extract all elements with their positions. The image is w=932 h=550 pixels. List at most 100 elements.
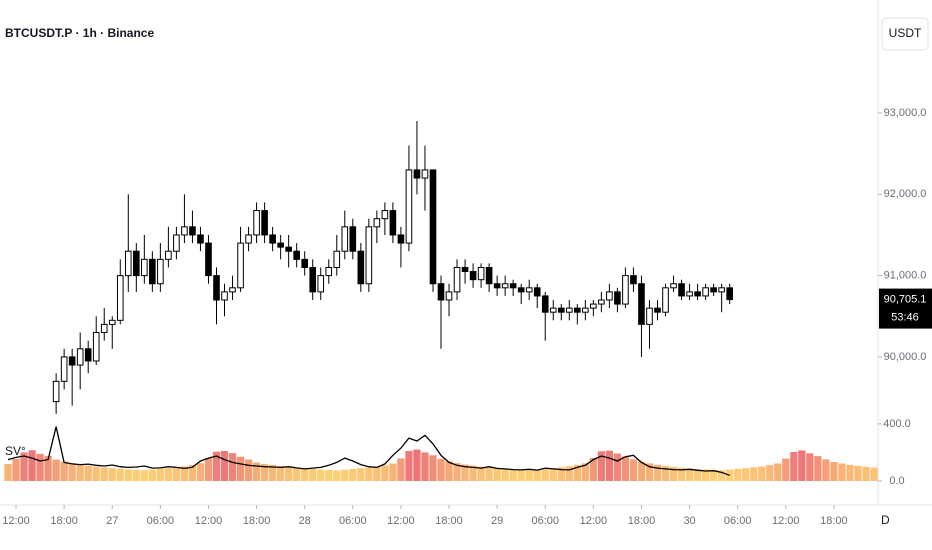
x-tick-label: 18:00 [628,515,656,527]
candle-body [686,291,693,297]
volume-bar [309,469,317,481]
candle-body [100,323,108,334]
candle-body [253,210,260,236]
candle-body [133,250,140,277]
candle-body [157,258,164,285]
volume-bar [325,470,333,481]
candle-body [405,169,413,244]
last-price-box [879,288,932,329]
x-tick-label: 18:00 [435,515,463,527]
candle-body [293,250,300,260]
candle-body [541,295,549,313]
volume-bar [172,467,181,481]
y-tick-label: 0.0 [889,475,904,487]
x-tick-label: 12:00 [195,515,223,527]
candle-body [525,287,533,293]
volume-bar [124,469,132,481]
x-tick-label: 06:00 [339,515,367,527]
candle-body [557,307,565,313]
volume-bar [653,464,662,481]
volume-bar [814,456,822,481]
volume-bar [685,468,694,481]
x-tick-label: 06:00 [531,515,559,527]
candle-body [52,380,60,403]
volume-bar [429,455,437,481]
volume-bar [645,463,654,481]
candle-body [582,307,589,313]
volume-bar [693,468,702,481]
volume-bar [661,465,670,481]
volume-bar [597,451,605,481]
candle-body [357,250,365,285]
volume-bar [485,467,493,481]
candle-body [181,226,188,236]
volume-bar [589,457,597,481]
volume-bar [790,452,798,481]
currency-label[interactable]: USDT [889,26,922,40]
symbol-title[interactable]: BTCUSDT.P · 1h · Binance [5,26,154,40]
volume-bar [317,469,325,481]
candle-body [60,356,68,382]
volume-bar [365,467,373,481]
volume-bar [509,469,517,481]
x-tick-label: 18:00 [50,515,78,527]
candle-body [461,266,469,273]
candle-body [229,287,236,293]
indicator-title[interactable]: SV° [5,444,26,458]
candle-body [349,226,357,252]
candle-body [614,291,621,305]
candle-body [124,250,132,277]
volume-bar [445,461,453,481]
volume-bar [204,458,213,481]
volume-bar [36,453,44,481]
y-tick-label: 92,000.0 [884,188,927,200]
volume-bar [373,466,381,481]
candle-body [285,246,292,252]
currency-button[interactable] [881,17,929,51]
candle-body [325,266,333,277]
candle-body [108,319,116,325]
volume-bar [533,469,541,481]
volume-bar [798,450,806,481]
volume-bar [766,465,774,481]
candle-body [397,234,405,244]
candle-body [309,266,317,293]
candle-body [389,210,397,236]
volume-bar [525,470,533,481]
candle-body [549,307,557,313]
interval-button[interactable]: D [881,513,890,527]
candle-body [726,287,733,301]
volume-bar [132,469,140,481]
volume-bar [236,456,245,481]
volume-bar [413,449,421,481]
volume-bar [228,453,237,481]
x-tick-label: 28 [299,515,311,527]
volume-bar [710,470,718,481]
volume-bar [501,468,509,481]
volume-bar [76,464,84,481]
volume-bar [301,468,309,481]
volume-bar [389,463,397,481]
volume-bar [333,470,341,481]
volume-bar [758,466,766,481]
x-tick-label: 29 [491,515,503,527]
volume-bar [605,450,613,481]
candle-body [381,210,389,220]
candle-body [341,226,349,252]
volume-bar [397,458,405,481]
candle-body [485,266,493,285]
candle-body [437,283,445,301]
candle-body [670,283,677,289]
candle-body [421,169,429,179]
volume-bar [517,469,525,481]
candle-body [646,307,653,325]
volume-bar [573,464,581,481]
candle-body [277,242,284,248]
volume-bar [565,466,573,481]
volume-bar [12,458,20,481]
volume-bar [734,468,742,481]
volume-bar [156,468,164,481]
volume-bar [541,468,549,481]
volume-bar [196,463,205,481]
